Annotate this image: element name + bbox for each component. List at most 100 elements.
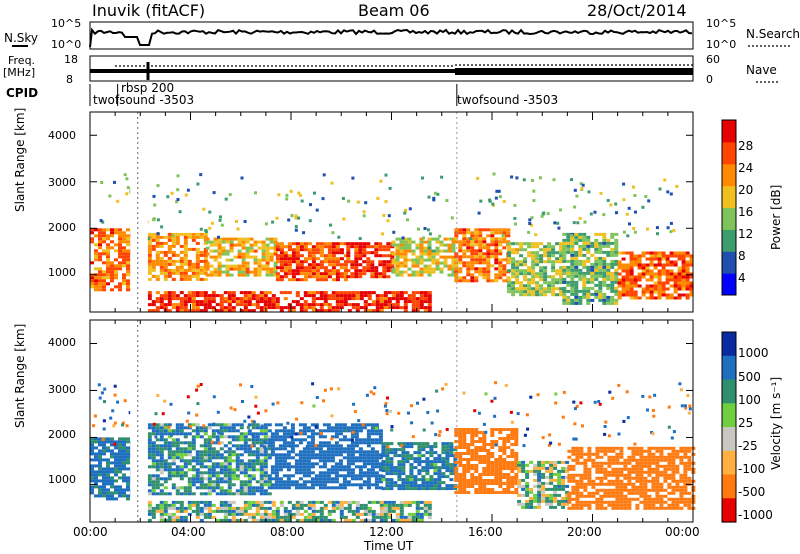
- data-cell: [490, 428, 495, 431]
- data-cell: [515, 242, 520, 246]
- data-cell: [514, 491, 519, 494]
- data-cell: [346, 465, 351, 469]
- data-cell: [405, 481, 410, 485]
- data-cell: [327, 306, 332, 310]
- data-cell: [265, 249, 270, 253]
- data-cell: [619, 446, 624, 450]
- data-cell: [350, 468, 355, 472]
- data-cell: [427, 246, 432, 250]
- data-cell: [247, 515, 252, 519]
- data-cell: [199, 465, 204, 469]
- data-cell: [274, 486, 279, 490]
- data-cell: [311, 291, 316, 295]
- data-cell: [454, 270, 459, 274]
- data-cell: [641, 275, 646, 279]
- data-cell: [247, 483, 252, 487]
- data-cell: [673, 278, 678, 282]
- data-cell: [322, 423, 327, 427]
- data-cell: [290, 426, 295, 430]
- data-cell: [403, 270, 408, 274]
- data-cell: [311, 257, 316, 261]
- data-cell: [623, 497, 628, 501]
- data-cell: [118, 264, 122, 268]
- data-cell: [163, 294, 168, 298]
- data-cell: [681, 263, 686, 267]
- data-cell: [126, 440, 130, 444]
- data-cell: [290, 438, 295, 442]
- data-cell: [331, 297, 336, 301]
- data-cell: [411, 291, 416, 295]
- data-cell: [151, 465, 156, 469]
- data-cell: [171, 450, 176, 454]
- data-cell: [247, 503, 252, 507]
- data-cell: [498, 431, 503, 434]
- data-cell: [243, 465, 248, 469]
- data-cell: [346, 447, 351, 451]
- data-cell: [423, 500, 428, 504]
- data-cell: [562, 256, 567, 260]
- data-cell: [217, 243, 222, 247]
- data-cell: [203, 450, 208, 454]
- data-cell: [537, 490, 542, 494]
- data-cell: [383, 518, 388, 522]
- data-cell: [439, 261, 444, 265]
- data-cell: [306, 435, 311, 439]
- data-cell: [263, 474, 268, 478]
- data-cell: [118, 476, 122, 480]
- scatter-echo: [663, 178, 667, 182]
- data-cell: [195, 291, 200, 295]
- data-cell: [195, 500, 200, 504]
- data-cell: [539, 293, 544, 297]
- data-cell: [661, 257, 666, 261]
- scatter-echo: [406, 218, 409, 222]
- data-cell: [253, 240, 258, 244]
- data-cell: [370, 456, 375, 460]
- data-cell: [267, 474, 272, 478]
- data-cell: [607, 458, 612, 462]
- data-cell: [403, 503, 408, 507]
- data-cell: [470, 473, 475, 476]
- data-cell: [338, 468, 343, 472]
- data-cell: [641, 293, 646, 297]
- data-cell: [147, 253, 152, 257]
- data-cell: [259, 309, 264, 313]
- data-cell: [255, 506, 260, 510]
- data-cell: [291, 503, 296, 507]
- data-cell: [551, 266, 556, 270]
- data-cell: [354, 441, 359, 445]
- data-cell: [215, 294, 220, 298]
- data-cell: [366, 450, 371, 454]
- scatter-echo: [556, 221, 560, 225]
- data-cell: [519, 260, 524, 264]
- data-cell: [283, 245, 288, 249]
- data-cell: [98, 449, 102, 453]
- data-cell: [559, 266, 564, 270]
- data-cell: [363, 306, 368, 310]
- data-cell: [110, 467, 114, 471]
- data-cell: [270, 447, 275, 451]
- data-cell: [486, 258, 491, 262]
- data-cell: [110, 491, 114, 495]
- data-cell: [595, 464, 600, 468]
- data-cell: [462, 261, 467, 265]
- data-cell: [179, 306, 184, 310]
- data-cell: [227, 486, 232, 490]
- data-cell: [326, 444, 331, 448]
- data-cell: [183, 492, 188, 496]
- data-cell: [339, 242, 344, 246]
- data-cell: [147, 441, 152, 445]
- data-cell: [629, 254, 634, 258]
- data-cell: [419, 515, 424, 519]
- data-cell: [579, 485, 584, 489]
- data-cell: [338, 462, 343, 466]
- data-cell: [447, 249, 452, 253]
- data-cell: [126, 264, 130, 268]
- data-cell: [533, 505, 538, 509]
- data-cell: [385, 478, 390, 482]
- data-cell: [641, 263, 646, 267]
- data-cell: [615, 506, 620, 510]
- data-cell: [291, 257, 296, 261]
- data-cell: [595, 461, 600, 465]
- data-cell: [443, 258, 448, 262]
- data-cell: [90, 443, 94, 447]
